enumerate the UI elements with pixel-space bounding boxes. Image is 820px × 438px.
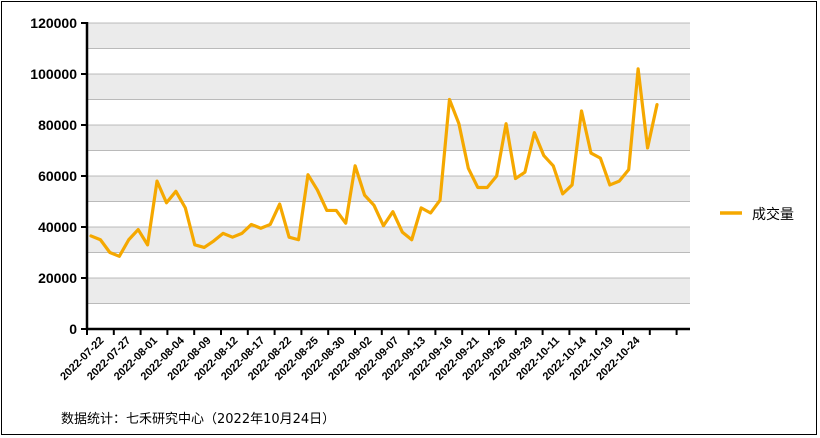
data-point [542,154,545,157]
data-point [419,206,423,210]
data-point [184,206,187,210]
data-point [353,164,357,167]
data-point [221,232,225,235]
plot-band [87,74,690,100]
plot-band [87,23,690,49]
data-point [570,183,574,187]
data-point [325,209,329,212]
data-point [174,190,178,193]
data-point [231,236,234,239]
data-point [391,210,395,213]
data-point [627,168,630,171]
data-point [259,227,262,230]
data-point [382,224,385,227]
data-point [438,199,442,202]
plot-band [87,227,690,253]
data-point [495,174,498,178]
data-point [155,179,159,183]
y-tick-label: 120000 [30,15,77,31]
plot-bands [87,23,690,304]
data-point [599,156,602,160]
data-point [448,98,451,101]
data-point [646,146,649,150]
data-point [552,164,555,167]
data-point [269,223,272,226]
data-point [335,209,338,212]
data-point [467,167,470,170]
data-point [344,221,347,225]
data-point [514,177,517,180]
data-point [99,238,102,241]
data-point [401,230,404,234]
data-point [608,183,612,187]
data-point [580,109,583,113]
data-point [655,103,659,106]
data-point [165,201,168,204]
y-tick-label: 40000 [38,219,77,235]
data-point [287,236,291,239]
data-point [476,186,479,189]
data-point [127,238,130,241]
data-point [278,202,281,206]
axes [81,22,690,335]
data-point [457,122,461,125]
data-point [636,67,640,71]
data-point [316,188,319,192]
data-point [410,238,413,241]
data-point [486,186,489,189]
data-point [297,238,300,241]
y-tick-label: 60000 [38,168,77,184]
data-point [429,211,432,215]
data-point [146,243,149,247]
legend-label: 成交量 [752,206,794,223]
data-point [618,179,621,183]
data-point [89,234,93,238]
y-tick-label: 20000 [38,270,77,286]
data-point [203,246,206,249]
series-layer [89,67,659,258]
plot-band [87,176,690,202]
data-point [250,223,253,226]
data-point [363,193,366,197]
y-tick-label: 80000 [38,117,77,133]
y-tick-label: 0 [69,321,77,337]
data-point [306,173,310,176]
legend: 成交量 [720,206,794,223]
y-tick-label: 100000 [30,66,77,82]
data-point [561,192,564,196]
gridlines [87,22,690,304]
data-point [212,239,215,243]
data-point [589,151,593,155]
data-point [240,232,244,235]
data-point [504,122,508,125]
plot-band [87,278,690,304]
data-point [108,251,112,254]
source-note: 数据统计：七禾研究中心（2022年10月24日） [61,412,336,427]
data-point [523,170,527,174]
data-point [193,243,196,247]
data-point [372,204,376,207]
plot-band [87,125,690,151]
y-tick-labels: 0 20000 40000 60000 80000 100000 120000 [30,15,77,337]
data-point [118,255,121,258]
x-tick-labels: 2022-07-222022-07-272022-08-012022-08-04… [58,334,643,383]
data-point [533,131,536,134]
data-point [136,228,140,231]
